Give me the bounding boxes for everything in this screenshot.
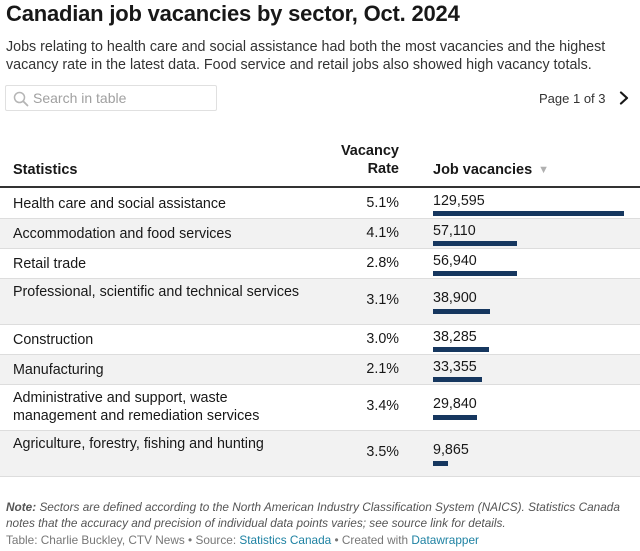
table-row: Agriculture, forestry, fishing and hunti… [0, 431, 640, 477]
table-row: Retail trade 2.8% 56,940 [0, 249, 640, 279]
chart-title: Canadian job vacancies by sector, Oct. 2… [6, 1, 460, 26]
row-vacancy-rate: 3.1% [366, 292, 399, 308]
row-vacancy-rate: 2.1% [366, 361, 399, 377]
footer-credit: Table: Charlie Buckley, CTV News • Sourc… [6, 533, 240, 547]
footer-middle: • Created with [331, 533, 412, 547]
table-row: Construction 3.0% 38,285 [0, 325, 640, 355]
source-link[interactable]: Statistics Canada [239, 533, 332, 547]
job-vacancies-bar [433, 415, 477, 420]
column-header-vacancies-label: Job vacancies [433, 162, 533, 178]
row-job-vacancies-value: 33,355 [433, 359, 477, 375]
table-row: Manufacturing 2.1% 33,355 [0, 355, 640, 385]
row-sector-name: Administrative and support, waste manage… [13, 390, 260, 424]
row-job-vacancies-value: 129,595 [433, 193, 485, 209]
row-sector-name: Construction [13, 332, 94, 348]
pagination-label: Page 1 of 3 [539, 91, 606, 106]
job-vacancies-bar [433, 271, 517, 276]
job-vacancies-bar [433, 377, 482, 382]
note-text: Sectors are defined according to the Nor… [6, 500, 620, 530]
table-row: Professional, scientific and technical s… [0, 279, 640, 325]
next-page-button[interactable] [610, 85, 638, 111]
search-box[interactable] [5, 85, 217, 111]
sort-descending-icon[interactable]: ▼ [538, 164, 550, 176]
table-header: Statistics Vacancy Rate Job vacancies ▼ [0, 140, 640, 188]
column-header-rate-line1: Vacancy [340, 143, 399, 159]
row-job-vacancies-value: 56,940 [433, 253, 477, 269]
row-vacancy-rate: 3.5% [366, 444, 399, 460]
search-icon [13, 91, 29, 107]
search-input[interactable] [33, 86, 213, 110]
row-sector-name: Accommodation and food services [13, 226, 232, 242]
table-row: Accommodation and food services 4.1% 57,11… [0, 219, 640, 249]
row-vacancy-rate: 5.1% [366, 195, 399, 211]
row-sector-name: Retail trade [13, 256, 87, 272]
row-vacancy-rate: 2.8% [366, 255, 399, 271]
note: Note: Sectors are defined according to t… [6, 499, 634, 531]
chevron-right-icon [619, 91, 629, 105]
row-vacancy-rate: 3.4% [366, 398, 399, 414]
row-job-vacancies-value: 9,865 [433, 442, 469, 458]
table-row: Administrative and support, waste manage… [0, 385, 640, 431]
table-row: Health care and social assistance 5.1% 129… [0, 189, 640, 219]
job-vacancies-bar [433, 241, 517, 246]
row-vacancy-rate: 4.1% [366, 225, 399, 241]
job-vacancies-bar [433, 347, 489, 352]
row-job-vacancies-value: 38,900 [433, 290, 477, 306]
row-job-vacancies-value: 57,110 [433, 223, 476, 239]
row-sector-name: Agriculture, forestry, fishing and hunti… [13, 436, 264, 452]
job-vacancies-bar [433, 461, 448, 466]
row-sector-name: Professional, scientific and technical s… [13, 284, 300, 300]
column-header-job-vacancies[interactable]: Job vacancies ▼ [433, 162, 549, 178]
datawrapper-link[interactable]: Datawrapper [411, 533, 479, 547]
column-header-rate-line2: Rate [367, 161, 399, 177]
note-label: Note: [6, 500, 37, 514]
row-job-vacancies-value: 29,840 [433, 396, 477, 412]
row-vacancy-rate: 3.0% [366, 331, 399, 347]
column-header-statistics: Statistics [13, 162, 78, 178]
row-sector-name: Health care and social assistance [13, 196, 226, 212]
row-job-vacancies-value: 38,285 [433, 329, 477, 345]
column-header-vacancy-rate[interactable]: Vacancy Rate [320, 142, 399, 178]
row-sector-name: Manufacturing [13, 362, 104, 378]
chart-subtitle: Jobs relating to health care and social … [6, 39, 606, 73]
footer: Table: Charlie Buckley, CTV News • Sourc… [6, 533, 479, 547]
job-vacancies-bar [433, 211, 624, 216]
job-vacancies-bar [433, 309, 490, 314]
